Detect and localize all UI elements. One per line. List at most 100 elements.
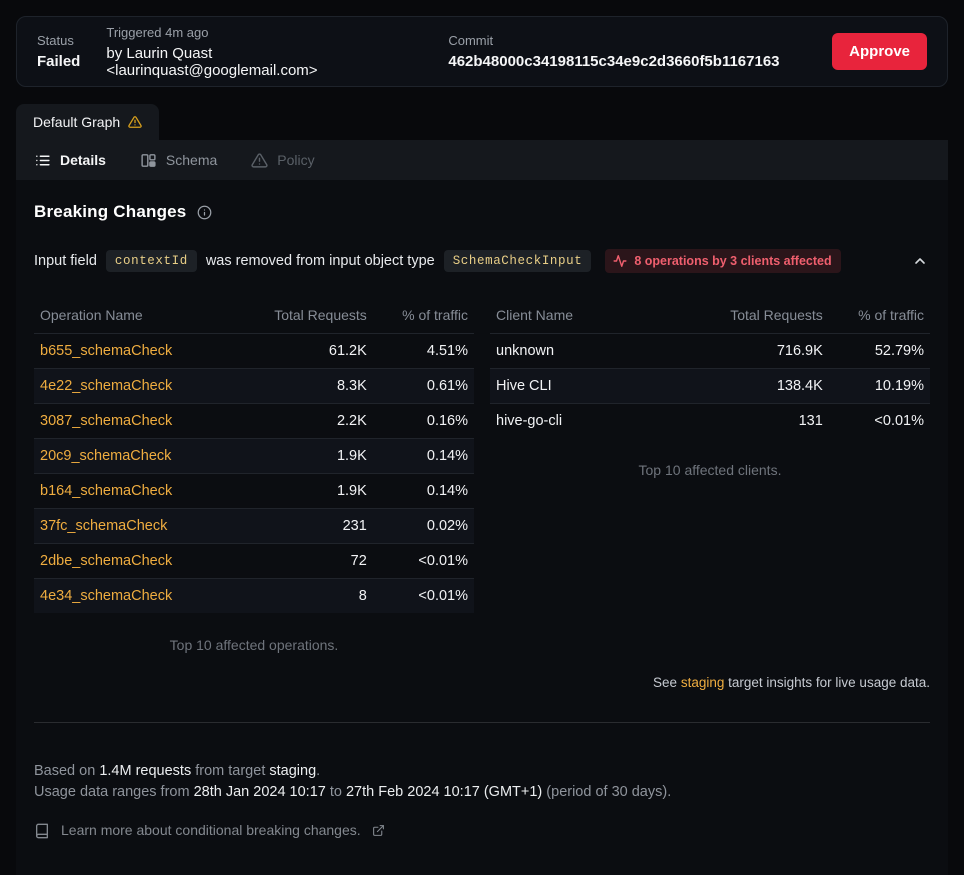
operation-requests: 8.3K [254,368,373,404]
staging-target-link[interactable]: staging [680,675,725,690]
operation-requests: 1.9K [254,473,373,509]
learn-more-link[interactable]: Learn more about conditional breaking ch… [34,820,930,841]
warning-triangle-icon [251,152,268,169]
status-field: Status Failed [37,33,80,70]
client-traffic: 10.19% [828,368,930,404]
operations-table: Operation Name Total Requests % of traff… [34,299,474,613]
table-row: b655_schemaCheck 61.2K 4.51% [34,333,474,369]
breaking-changes-header: Breaking Changes [34,202,930,222]
tab-details-label: Details [60,152,106,168]
col-total-requests: Total Requests [730,307,823,323]
commit-hash: 462b48000c34198115c34e9c2d3660f5b1167163 [448,53,780,70]
operation-link[interactable]: 37fc_schemaCheck [40,518,168,534]
triggered-field: Triggered 4m ago by Laurin Quast <laurin… [106,25,422,79]
list-icon [34,152,51,169]
operation-traffic: 0.14% [372,438,474,474]
table-row: Hive CLI 138.4K 10.19% [490,368,930,404]
learn-more-label: Learn more about conditional breaking ch… [61,822,361,838]
operations-header-row: Operation Name Total Requests % of traff… [34,299,474,334]
commit-label: Commit [448,33,494,48]
status-value: Failed [37,53,81,70]
field-code-badge: contextId [105,250,197,272]
status-card: Status Failed Triggered 4m ago by Laurin… [16,16,948,87]
operation-requests: 8 [254,578,373,613]
operation-link[interactable]: 3087_schemaCheck [40,413,173,429]
range-suffix-text: (period of 30 days). [546,784,672,800]
col-client-name: Client Name [496,307,574,323]
client-traffic: <0.01% [828,403,930,438]
col-total-requests: Total Requests [274,307,367,323]
clients-header-row: Client Name Total Requests % of traffic [490,299,930,334]
range-to-word: to [329,784,342,800]
client-name: hive-go-cli [490,403,710,438]
breaking-changes-title: Breaking Changes [34,202,187,221]
usage-range-line: Usage data ranges from 28th Jan 2024 10:… [34,782,930,803]
client-traffic: 52.79% [828,333,930,369]
columns-icon [140,152,157,169]
graph-tab-strip: Default Graph [16,104,948,140]
tab-default-graph[interactable]: Default Graph [16,104,160,140]
table-row: unknown 716.9K 52.79% [490,333,930,369]
operation-traffic: 4.51% [372,333,474,369]
operation-traffic: 0.16% [372,403,474,439]
target-name: staging [269,763,317,779]
period-end: . [316,763,321,779]
operation-link[interactable]: 4e34_schemaCheck [40,588,173,604]
col-traffic: % of traffic [402,307,468,323]
warning-triangle-icon [128,115,142,129]
triggered-label: Triggered 4m ago [106,24,209,40]
operation-link[interactable]: 4e22_schemaCheck [40,378,173,394]
change-prefix: Input field [34,253,97,269]
client-requests: 131 [710,403,829,438]
approve-button[interactable]: Approve [832,33,927,70]
usage-footer: Based on 1.4M requests from target stagi… [34,761,930,841]
operation-traffic: 0.14% [372,473,474,509]
range-prefix-text: Usage data ranges from [34,784,190,800]
tab-schema-label: Schema [165,152,218,168]
graph-tab-label: Default Graph [33,114,121,130]
table-row: 4e22_schemaCheck 8.3K 0.61% [34,368,474,404]
triggered-by: by Laurin Quast <laurinquast@googlemail.… [106,44,318,79]
operation-link[interactable]: 2dbe_schemaCheck [40,553,173,569]
operation-link[interactable]: b164_schemaCheck [40,483,173,499]
chevron-up-icon [912,253,928,269]
table-row: 4e34_schemaCheck 8 <0.01% [34,578,474,613]
tab-schema[interactable]: Schema [140,152,217,169]
breaking-change-row: Input field contextId was removed from i… [34,249,930,273]
commit-field: Commit 462b48000c34198115c34e9c2d3660f5b… [448,33,806,70]
operation-requests: 61.2K [254,333,373,369]
operation-requests: 231 [254,508,373,544]
client-name: Hive CLI [490,368,710,404]
usage-tables: Operation Name Total Requests % of traff… [34,299,930,653]
col-traffic: % of traffic [858,307,924,323]
range-from-date: 28th Jan 2024 10:17 [193,784,326,800]
details-panel: Breaking Changes Input field contextId w… [16,180,948,875]
table-row: b164_schemaCheck 1.9K 0.14% [34,473,474,509]
client-requests: 138.4K [710,368,829,404]
insights-note-prefix: See [653,675,678,690]
range-to-date: 27th Feb 2024 10:17 (GMT+1) [345,784,543,800]
operation-requests: 72 [254,543,373,579]
tab-policy[interactable]: Policy [251,152,315,169]
collapse-change-button[interactable] [910,251,930,271]
affected-operations-badge[interactable]: 8 operations by 3 clients affected [605,249,841,273]
operation-link[interactable]: 20c9_schemaCheck [40,448,172,464]
clients-column: Client Name Total Requests % of traffic … [490,299,930,478]
clients-table: Client Name Total Requests % of traffic … [490,299,930,438]
operation-link[interactable]: b655_schemaCheck [40,343,173,359]
activity-pulse-icon [613,254,627,268]
info-circle-icon[interactable] [197,205,212,220]
operation-traffic: 0.02% [372,508,474,544]
usage-summary-line: Based on 1.4M requests from target stagi… [34,761,930,782]
client-name: unknown [490,333,710,369]
operation-traffic: <0.01% [372,578,474,613]
affected-badge-label: 8 operations by 3 clients affected [634,254,832,268]
footer-divider [34,722,930,723]
operations-caption: Top 10 affected operations. [169,637,339,653]
operation-requests: 1.9K [254,438,373,474]
tab-details[interactable]: Details [34,152,106,169]
operation-traffic: 0.61% [372,368,474,404]
operation-requests: 2.2K [254,403,373,439]
insights-note: See staging target insights for live usa… [34,675,930,690]
operation-traffic: <0.01% [372,543,474,579]
